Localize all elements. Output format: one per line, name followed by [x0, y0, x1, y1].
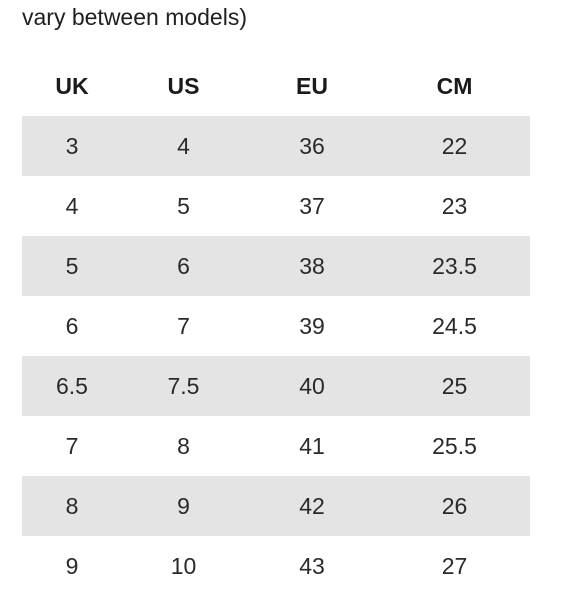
cell-us: 4 — [122, 116, 245, 176]
cell-uk: 8 — [22, 476, 122, 536]
column-header-uk: UK — [55, 72, 89, 99]
table-row: 6.5 7.5 40 25 — [22, 356, 530, 416]
cell-cm: 26 — [379, 476, 530, 536]
cell-eu: 43 — [299, 552, 325, 579]
cell-cm: 24.5 — [432, 312, 477, 339]
cell-uk: 9 — [65, 552, 79, 579]
cell-cm: 23 — [441, 192, 468, 219]
cell-eu: 39 — [299, 312, 325, 339]
table-row: 7 8 41 25.5 — [22, 416, 530, 476]
cell-eu: 41 — [299, 432, 325, 459]
table-row: 8 9 42 26 — [22, 476, 530, 536]
cell-uk: 6.5 — [22, 356, 122, 416]
cell-uk: 7 — [65, 432, 79, 459]
cell-uk: 3 — [22, 116, 122, 176]
cell-cm: 22 — [379, 116, 530, 176]
cell-uk: 4 — [65, 192, 79, 219]
cell-cm: 27 — [441, 552, 468, 579]
cell-us: 7 — [177, 312, 190, 339]
cell-cm: 25 — [379, 356, 530, 416]
cell-us: 5 — [177, 192, 190, 219]
cell-uk: 6 — [65, 312, 79, 339]
column-header-us: US — [167, 72, 200, 99]
cell-eu: 42 — [245, 476, 379, 536]
column-header-cm: CM — [436, 72, 473, 99]
cell-cm: 23.5 — [379, 236, 530, 296]
cell-cm: 25.5 — [432, 432, 477, 459]
table-row: 4 5 37 23 — [22, 176, 530, 236]
table-header-row: UK US EU CM — [22, 56, 530, 116]
cell-us: 7.5 — [122, 356, 245, 416]
table-row: 6 7 39 24.5 — [22, 296, 530, 356]
size-chart-table: UK US EU CM 3 4 36 22 4 5 37 23 5 6 38 2… — [22, 56, 530, 596]
cell-us: 8 — [177, 432, 190, 459]
cell-us: 10 — [170, 552, 197, 579]
cell-eu: 37 — [299, 192, 325, 219]
cell-eu: 36 — [245, 116, 379, 176]
column-header-eu: EU — [296, 72, 328, 99]
cell-us: 9 — [122, 476, 245, 536]
cell-us: 6 — [122, 236, 245, 296]
intro-text: vary between models) — [22, 4, 247, 30]
cell-eu: 40 — [245, 356, 379, 416]
table-row: 9 10 43 27 — [22, 536, 530, 596]
table-row: 3 4 36 22 — [22, 116, 530, 176]
cell-uk: 5 — [22, 236, 122, 296]
table-row: 5 6 38 23.5 — [22, 236, 530, 296]
cell-eu: 38 — [245, 236, 379, 296]
